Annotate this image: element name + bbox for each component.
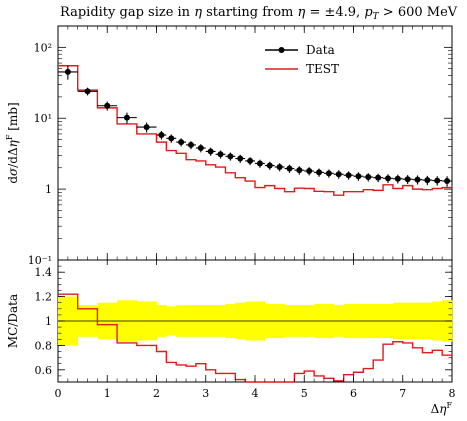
data-point <box>365 174 372 181</box>
data-point <box>158 131 165 138</box>
data-point <box>247 157 254 164</box>
legend-data-label: Data <box>306 43 335 57</box>
main-plot-layer <box>58 65 452 196</box>
data-point <box>345 172 352 179</box>
data-point <box>276 164 283 171</box>
x-tick-label: 0 <box>55 387 62 400</box>
axes-layer: 0 1 2 3 4 5 6 7 8 10⁻¹ 1 10¹ 10² 0.6 0.8 1 1.2 1.4 <box>28 25 456 400</box>
data-point <box>178 139 185 146</box>
data-point <box>286 165 293 172</box>
data-point <box>207 148 214 155</box>
legend: Data TEST <box>265 43 339 76</box>
x-tick-label: 7 <box>399 387 406 400</box>
x-tick-label: 4 <box>252 387 259 400</box>
data-point <box>168 135 175 142</box>
ratio-plot-layer <box>58 293 453 383</box>
ratio-y-tick-label: 0.6 <box>35 364 53 377</box>
data-point <box>123 114 130 121</box>
data-point <box>227 153 234 160</box>
data-point <box>434 177 441 184</box>
data-point <box>197 145 204 152</box>
ratio-y-tick-label: 1.2 <box>35 291 53 304</box>
data-point <box>187 141 194 148</box>
data-point <box>296 167 303 174</box>
x-tick-label: 1 <box>104 387 111 400</box>
y-tick-label: 10⁻¹ <box>28 254 52 267</box>
main-panel-frame <box>57 25 453 261</box>
x-tick-label: 2 <box>153 387 160 400</box>
test-step-line <box>58 65 452 196</box>
y-tick-label: 1 <box>45 183 52 196</box>
data-point <box>256 160 263 167</box>
y-axis-label: dσ/dΔηF [mb] <box>5 102 20 183</box>
y-tick-label: 10² <box>34 41 52 54</box>
data-point <box>84 88 91 95</box>
ratio-y-tick-label: 0.8 <box>35 339 53 352</box>
x-tick-label: 3 <box>202 387 209 400</box>
data-point <box>104 102 111 109</box>
x-tick-label: 6 <box>350 387 357 400</box>
data-point <box>306 168 313 175</box>
data-point <box>143 124 150 131</box>
data-point <box>237 155 244 162</box>
data-point <box>404 176 411 183</box>
data-point <box>444 178 451 185</box>
data-point <box>217 151 224 158</box>
data-point <box>375 174 382 181</box>
x-tick-label: 8 <box>449 387 456 400</box>
data-point <box>325 170 332 177</box>
data-point <box>316 169 323 176</box>
data-point <box>394 175 401 182</box>
data-point <box>424 177 431 184</box>
ratio-y-tick-label: 1.4 <box>35 266 53 279</box>
y-tick-label: 10¹ <box>34 112 52 125</box>
data-point <box>414 176 421 183</box>
x-axis-label: ΔηF <box>431 401 453 416</box>
chart-title: Rapidity gap size in η starting from η =… <box>60 5 458 22</box>
data-point <box>384 175 391 182</box>
data-point <box>266 162 273 169</box>
legend-data-marker <box>278 47 285 53</box>
legend-test-label: TEST <box>306 62 339 76</box>
x-tick-label: 5 <box>301 387 308 400</box>
data-point <box>355 173 362 180</box>
data-point <box>335 171 342 178</box>
ratio-y-tick-label: 1 <box>45 315 52 328</box>
ratio-y-axis-label: MC/Data <box>6 294 20 348</box>
data-point <box>64 68 71 75</box>
